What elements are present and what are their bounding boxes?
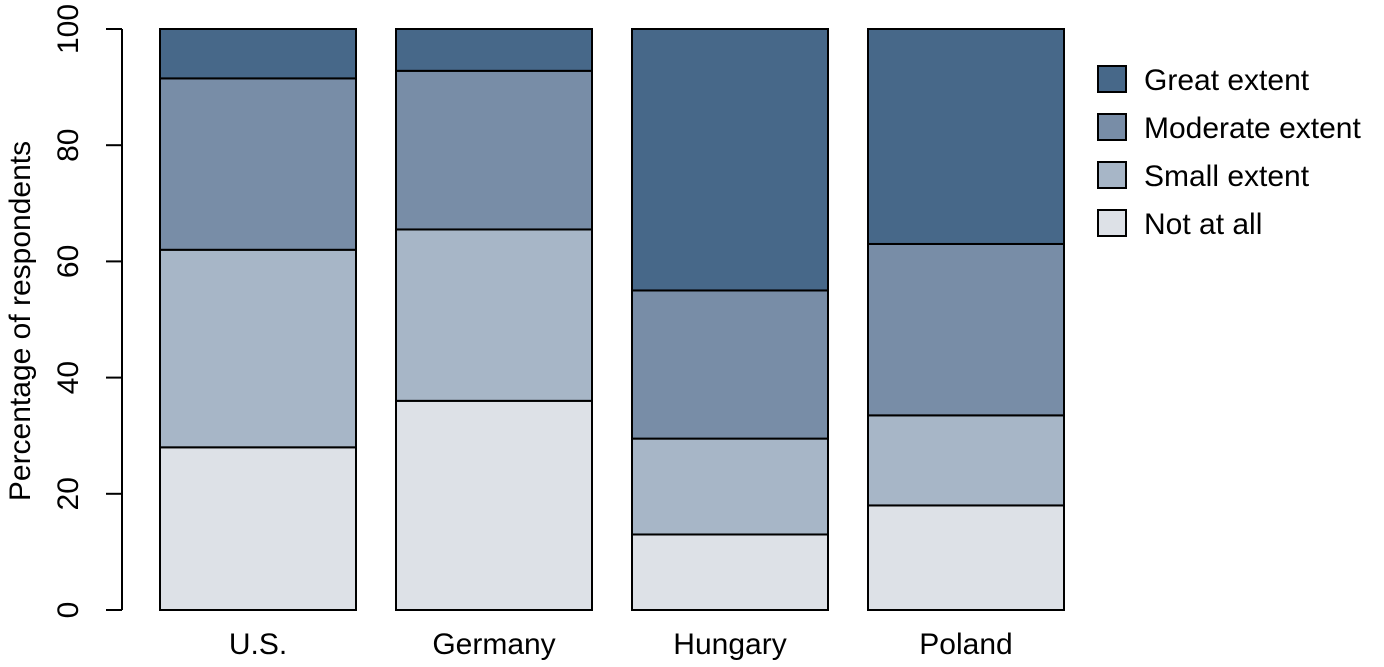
x-tick-label-poland: Poland (919, 628, 1012, 661)
legend: Great extent Moderate extent Small extent N… (1097, 64, 1361, 241)
y-tick-label: 100 (52, 4, 85, 54)
legend-label-moderate-extent: Moderate extent (1144, 112, 1361, 145)
x-tick-label-hungary: Hungary (673, 628, 786, 661)
x-tick-label-u-s: U.S. (229, 628, 287, 661)
bar-poland-great-extent (867, 28, 1065, 245)
bars-group (159, 28, 1065, 612)
legend-label-great-extent: Great extent (1144, 64, 1310, 97)
y-tick-label: 60 (52, 245, 85, 278)
bar-hungary-great-extent (631, 28, 829, 292)
bar-u-s-small-extent (159, 248, 357, 449)
y-tick-label: 40 (52, 361, 85, 394)
legend-swatch-moderate-extent (1097, 113, 1127, 141)
y-tick-label: 20 (52, 477, 85, 510)
y-tick-label: 0 (52, 602, 85, 619)
bar-u-s-moderate-extent (159, 77, 357, 251)
bar-hungary-not-at-all (631, 533, 829, 611)
bar-hungary-moderate-extent (631, 289, 829, 440)
legend-swatch-not-at-all (1097, 209, 1127, 237)
bar-poland-moderate-extent (867, 242, 1065, 417)
x-tick-label-germany: Germany (432, 628, 555, 661)
bar-germany-small-extent (395, 228, 593, 402)
legend-label-not-at-all: Not at all (1144, 208, 1262, 241)
y-axis: 0 20 40 60 80 100 (52, 4, 123, 619)
bar-poland-small-extent (867, 414, 1065, 507)
y-axis-title: Percentage of respondents (4, 141, 37, 501)
bar-germany-moderate-extent (395, 69, 593, 231)
bar-u-s-not-at-all (159, 446, 357, 611)
x-axis-labels: U.S. Germany Hungary Poland (229, 628, 1013, 661)
bar-hungary-small-extent (631, 437, 829, 536)
legend-swatch-small-extent (1097, 161, 1127, 189)
y-tick-label: 80 (52, 129, 85, 162)
legend-label-small-extent: Small extent (1144, 160, 1310, 193)
bar-germany-great-extent (395, 28, 593, 72)
bar-germany-not-at-all (395, 399, 593, 611)
legend-swatch-great-extent (1097, 65, 1127, 93)
bar-u-s-great-extent (159, 28, 357, 80)
bar-poland-not-at-all (867, 504, 1065, 612)
